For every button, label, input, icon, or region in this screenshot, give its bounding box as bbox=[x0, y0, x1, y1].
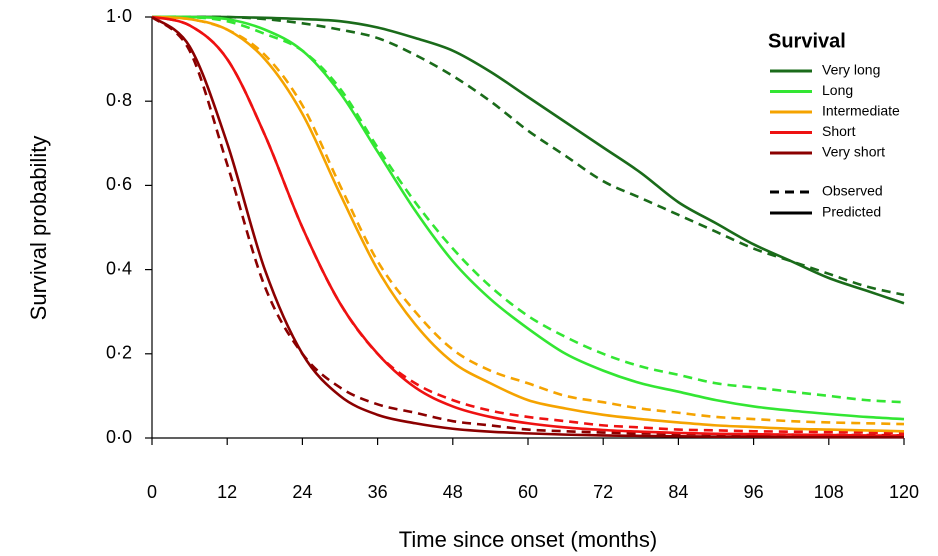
legend-label: Long bbox=[822, 82, 853, 98]
y-tick-label: 0·6 bbox=[106, 174, 132, 194]
predicted-line bbox=[152, 15, 905, 305]
predicted-line bbox=[151, 15, 905, 437]
legend-label: Very long bbox=[822, 62, 880, 78]
x-tick-label: 108 bbox=[814, 482, 844, 502]
observed-line bbox=[151, 15, 905, 426]
x-tick-label: 120 bbox=[889, 482, 919, 502]
x-axis-label: Time since onset (months) bbox=[399, 527, 657, 552]
legend-title: Survival bbox=[768, 30, 846, 52]
y-tick-label: 1·0 bbox=[106, 6, 132, 26]
predicted-line bbox=[151, 15, 905, 421]
x-tick-label: 48 bbox=[443, 482, 463, 502]
x-tick-label: 36 bbox=[368, 482, 388, 502]
y-axis-label: Survival probability bbox=[26, 136, 51, 321]
x-tick-label: 96 bbox=[744, 482, 764, 502]
predicted-line bbox=[151, 15, 905, 433]
x-tick-label: 24 bbox=[292, 482, 312, 502]
predicted-line bbox=[151, 15, 904, 439]
legend-label: Observed bbox=[822, 183, 883, 199]
x-tick-label: 72 bbox=[593, 482, 613, 502]
observed-line bbox=[151, 15, 905, 404]
observed-line bbox=[151, 15, 905, 437]
y-tick-label: 0·4 bbox=[106, 258, 132, 278]
y-tick-label: 0·8 bbox=[106, 90, 132, 110]
x-tick-label: 84 bbox=[668, 482, 688, 502]
legend-label: Predicted bbox=[822, 204, 881, 220]
x-tick-label: 12 bbox=[217, 482, 237, 502]
legend-label: Intermediate bbox=[822, 103, 900, 119]
legend-label: Short bbox=[822, 123, 856, 139]
observed-line bbox=[152, 15, 905, 297]
x-tick-label: 60 bbox=[518, 482, 538, 502]
x-tick-label: 0 bbox=[147, 482, 157, 502]
observed-line bbox=[151, 15, 905, 435]
legend-label: Very short bbox=[822, 144, 885, 160]
y-tick-label: 0·2 bbox=[106, 343, 132, 363]
y-tick-label: 0·0 bbox=[106, 427, 132, 447]
